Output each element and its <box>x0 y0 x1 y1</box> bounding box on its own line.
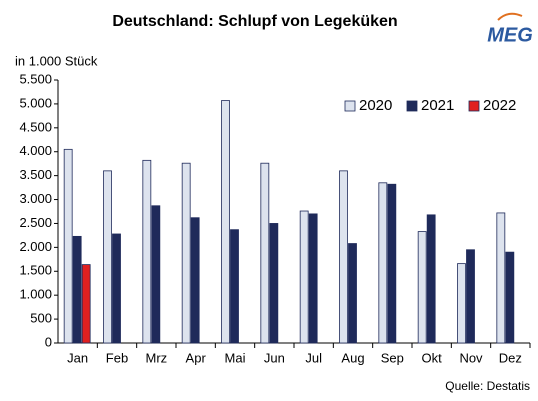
legend-label: 2021 <box>421 97 454 114</box>
bar <box>181 162 191 344</box>
bar <box>348 243 357 344</box>
bar <box>505 251 515 344</box>
bar <box>457 263 466 344</box>
bar <box>387 183 397 344</box>
y-tick-label: 3.500 <box>19 167 52 182</box>
bar <box>151 205 161 344</box>
y-tick-label: 5.000 <box>19 95 52 110</box>
x-tick-label: Mrz <box>145 350 167 365</box>
legend-swatch <box>344 100 356 112</box>
legend-swatch <box>468 100 480 112</box>
y-tick-label: 500 <box>30 311 52 326</box>
bar <box>142 159 152 344</box>
bar <box>112 233 121 344</box>
y-tick-label: 2.500 <box>19 215 52 230</box>
bar <box>260 162 270 344</box>
legend-swatch <box>406 100 418 112</box>
logo: MEG <box>487 24 533 46</box>
y-tick-label: 1.000 <box>19 287 52 302</box>
x-tick-label: Okt <box>422 350 443 365</box>
y-tick-label: 0 <box>45 334 52 349</box>
x-tick-label: Nov <box>459 350 483 365</box>
legend-label: 2022 <box>483 97 516 114</box>
logo-swoosh <box>497 12 523 21</box>
x-tick-label: Jun <box>264 350 285 365</box>
bar <box>190 217 200 344</box>
bar <box>339 170 348 344</box>
x-tick-label: Jul <box>305 350 322 365</box>
bar <box>466 249 475 344</box>
y-tick-label: 3.000 <box>19 191 52 206</box>
y-tick-label: 4.500 <box>19 119 52 134</box>
bar <box>417 231 427 344</box>
y-tick-label: 1.500 <box>19 263 52 278</box>
bar <box>308 213 318 344</box>
y-axis-label: in 1.000 Stück <box>15 53 98 68</box>
bar <box>63 148 73 344</box>
y-tick-label: 2.000 <box>19 239 52 254</box>
bar <box>81 264 91 344</box>
x-tick-label: Apr <box>186 350 207 365</box>
bar <box>72 235 82 344</box>
bar <box>221 100 230 344</box>
x-tick-label: Sep <box>381 350 404 365</box>
bar <box>269 223 279 344</box>
bar <box>378 182 388 344</box>
x-tick-label: Mai <box>225 350 246 365</box>
x-tick-label: Jan <box>67 350 88 365</box>
bar <box>496 212 506 344</box>
bar <box>299 210 309 344</box>
bar <box>230 229 239 344</box>
chart-title: Deutschland: Schlupf von Legeküken <box>112 13 397 30</box>
x-tick-label: Feb <box>106 350 128 365</box>
bar <box>103 170 112 344</box>
source: Quelle: Destatis <box>445 379 530 393</box>
legend-label: 2020 <box>359 97 392 114</box>
bar <box>426 214 436 344</box>
x-tick-label: Aug <box>341 350 364 365</box>
y-tick-label: 5.500 <box>19 71 52 86</box>
y-tick-label: 4.000 <box>19 143 52 158</box>
x-tick-label: Dez <box>499 350 522 365</box>
